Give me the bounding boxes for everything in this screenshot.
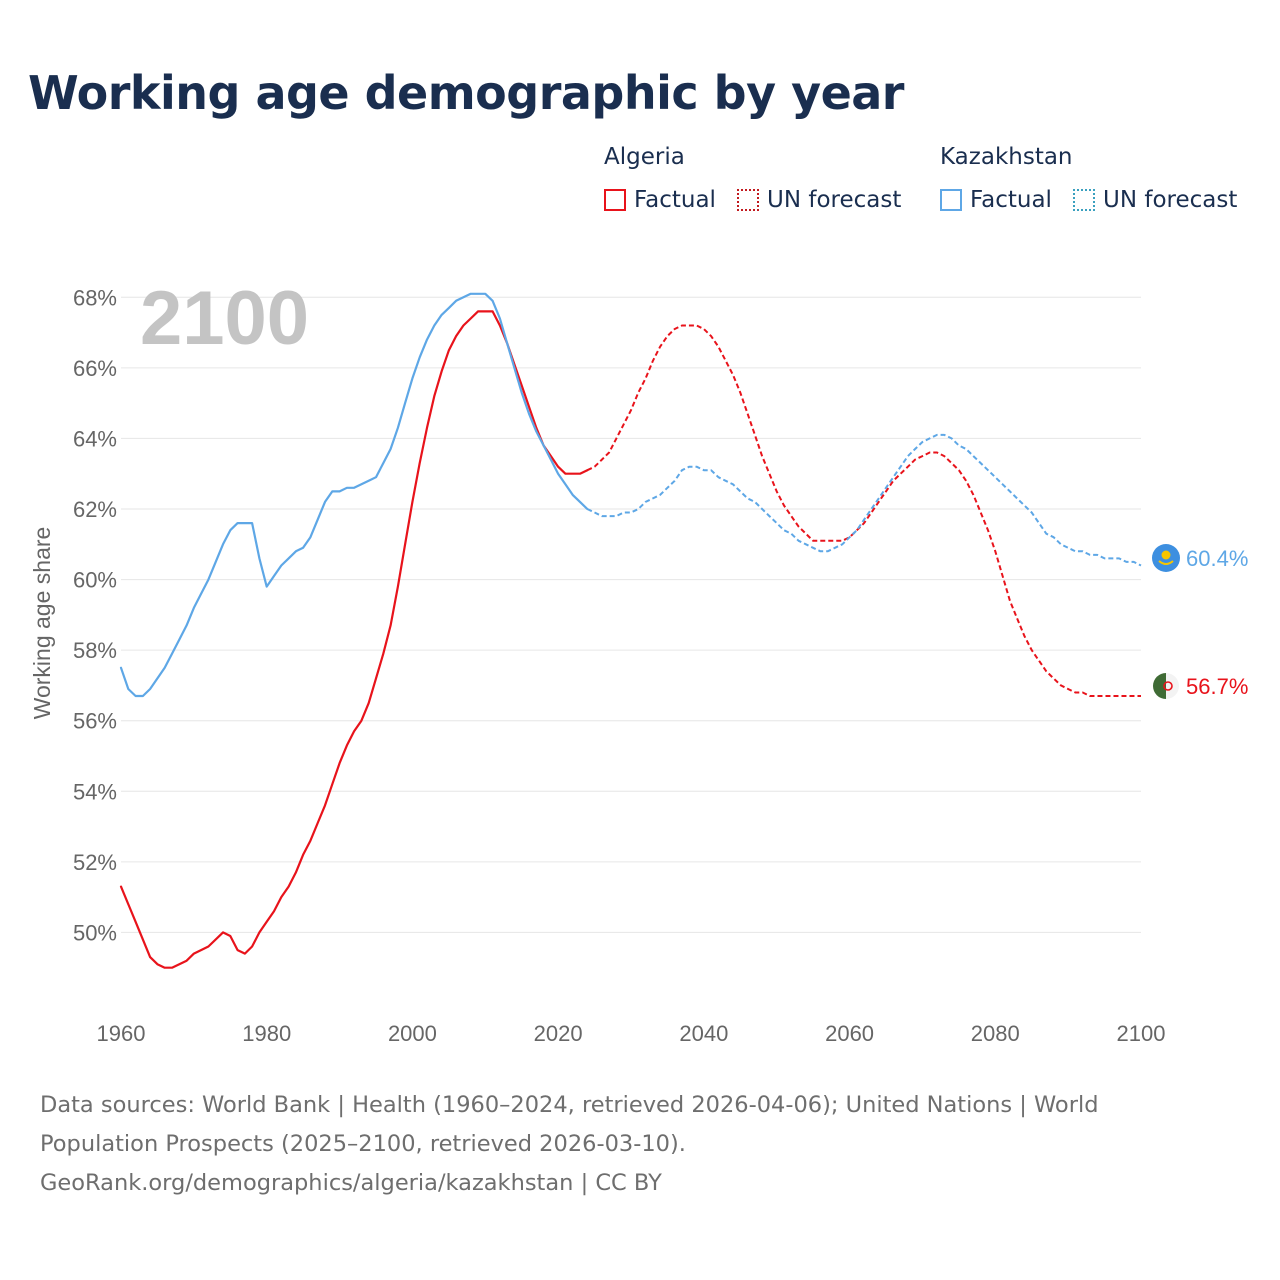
y-tick-label: 52% [73,850,117,875]
gridlines [121,296,1141,933]
end-label-algeria: 56.7% [1186,674,1248,699]
legend-swatch-dotted-red [737,189,759,211]
y-tick-label: 60% [73,568,117,593]
year-overlay: 2100 [140,276,309,361]
x-tick-label: 2040 [679,1021,728,1046]
y-tick-label: 58% [73,638,117,663]
y-tick-label: 62% [73,497,117,522]
x-tick-label: 2080 [971,1021,1020,1046]
legend-label: UN forecast [1103,187,1238,213]
legend-title-kazakhstan: Kazakhstan [940,144,1073,170]
legend-swatch-solid-blue [940,189,962,211]
y-tick-label: 54% [73,779,117,804]
kazakhstan-flag-icon [1152,544,1180,572]
sources-link[interactable]: GeoRank.org/demographics/algeria/kazakhs… [40,1170,662,1196]
sources-text: Data sources: World Bank | Health (1960–… [40,1092,1099,1157]
legend-label: UN forecast [767,187,902,213]
y-tick-labels: 50% 52% 54% 56% 58% 60% 62% 64% 66% 68% [73,285,117,945]
legend-item-kazakhstan-factual[interactable]: Factual [940,186,1052,214]
y-tick-label: 64% [73,426,117,451]
line-chart: 2100 50% 52% 54% 56% 58% 60% 62% 64% 66% 68% 1960… [29,276,1248,1046]
chart-title: Working age demographic by year [28,66,905,120]
y-tick-label: 68% [73,285,117,310]
x-tick-label: 2000 [388,1021,437,1046]
legend-item-kazakhstan-forecast[interactable]: UN forecast [1073,186,1237,214]
legend-item-algeria-forecast[interactable]: UN forecast [737,186,901,214]
factual-line-algeria [119,310,589,969]
legend-title-algeria: Algeria [604,144,685,170]
forecast-line-kazakhstan [586,433,1142,567]
legend-swatch-solid-red [604,189,626,211]
x-tick-label: 2100 [1117,1021,1166,1046]
forecast-line-algeria [586,324,1141,697]
x-tick-label: 2060 [825,1021,874,1046]
x-tick-label: 2020 [534,1021,583,1046]
legend-label: Factual [634,187,716,213]
y-tick-label: 66% [73,356,117,381]
end-label-kazakhstan: 60.4% [1186,546,1248,571]
factual-line-kazakhstan [119,292,589,698]
x-tick-label: 1960 [97,1021,146,1046]
legend-item-algeria-factual[interactable]: Factual [604,186,716,214]
y-tick-label: 56% [73,709,117,734]
x-tick-labels: 1960 1980 2000 2020 2040 2060 2080 2100 [97,1021,1166,1046]
x-tick-label: 1980 [242,1021,291,1046]
data-sources-note: Data sources: World Bank | Health (1960–… [40,1086,1220,1203]
y-axis-label: Working age share [29,527,55,720]
legend-label: Factual [970,187,1052,213]
series-lines [119,292,1142,969]
algeria-flag-icon [1153,673,1179,699]
y-tick-label: 50% [73,920,117,945]
legend-swatch-dotted-teal [1073,189,1095,211]
